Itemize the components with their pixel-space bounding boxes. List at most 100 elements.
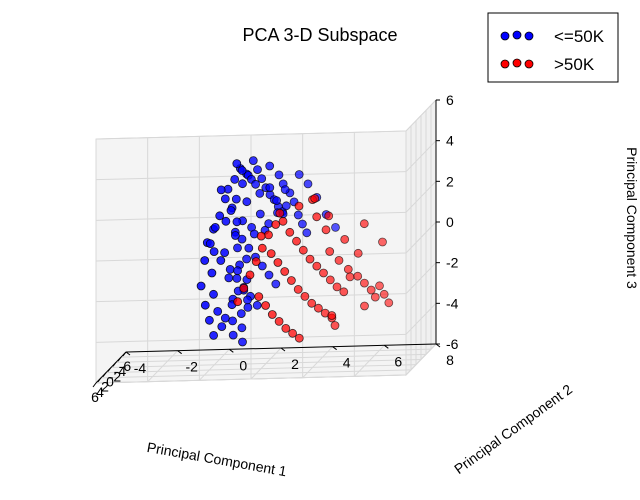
scatter-point-high-income — [319, 268, 328, 278]
gridline-y-floor — [250, 347, 282, 380]
scatter-point-high-income — [271, 220, 281, 229]
scatter-point-high-income — [330, 321, 340, 330]
scatter-point-high-income — [286, 276, 296, 285]
legend: <=50K >50K — [487, 12, 619, 83]
scatter-point-high-income — [353, 271, 363, 281]
scatter-point-high-income — [254, 292, 264, 302]
scatter-point-low-income — [253, 165, 262, 175]
gridline-z-side — [405, 99, 437, 132]
scatter-point-low-income — [257, 174, 267, 184]
y-axis-label: Principal Component 2 — [451, 381, 575, 477]
scatter-point-low-income — [236, 309, 246, 319]
z-tick-label: 2 — [446, 173, 454, 189]
scatter-point-low-income — [215, 211, 225, 221]
scatter-point-high-income — [375, 281, 384, 291]
scatter-point-low-income — [264, 270, 274, 280]
y-tick-label: 8 — [446, 352, 454, 368]
gridline-y-floor — [302, 346, 334, 379]
scatter-point-low-income — [207, 268, 217, 278]
scatter-point-low-income — [281, 201, 291, 211]
scatter-point-low-income — [196, 281, 206, 291]
scatter-point-low-income — [251, 179, 261, 189]
scatter-point-low-income — [209, 330, 219, 340]
scatter-point-low-income — [255, 188, 265, 198]
x-tick-mark — [117, 356, 122, 362]
scatter-point-low-income — [204, 315, 214, 325]
scatter-point-low-income — [217, 322, 227, 332]
scatter-point-high-income — [360, 301, 369, 311]
gridline-z-back — [95, 374, 407, 384]
scatter-point-low-income — [252, 300, 262, 310]
scatter-point-high-income — [378, 237, 387, 247]
scatter-point-low-income — [205, 239, 215, 249]
y-tick-label: 0 — [239, 357, 247, 373]
scatter-point-low-income — [272, 196, 282, 206]
scatter-point-low-income — [221, 216, 231, 226]
z-tick-label: 4 — [446, 133, 454, 149]
y-tick-label: -2 — [185, 359, 198, 375]
scatter-point-low-income — [255, 209, 265, 219]
scatter-point-high-income — [312, 212, 322, 222]
scatter-point-high-income — [256, 231, 266, 241]
scatter-point-low-income — [232, 217, 242, 227]
scatter-point-low-income — [248, 156, 258, 166]
scatter-point-high-income — [366, 285, 376, 295]
scatter-point-high-income — [257, 243, 267, 253]
scatter-point-high-income — [261, 301, 271, 310]
scatter-point-high-income — [233, 297, 243, 307]
gridline-z-back — [95, 333, 407, 343]
scatter-point-high-income — [325, 247, 335, 256]
scatter-point-low-income — [244, 243, 254, 253]
scatter-point-high-income — [321, 225, 331, 235]
scatter-point-high-income — [239, 283, 249, 293]
y-tick-mark — [177, 350, 182, 355]
gridline-z-side — [405, 140, 437, 173]
scatter-point-high-income — [370, 292, 380, 302]
scatter-point-high-income — [245, 270, 255, 280]
scatter-point-low-income — [220, 194, 230, 204]
scatter-point-high-income — [307, 298, 317, 308]
scatter-points — [196, 156, 394, 347]
gridline-z-side — [405, 180, 437, 213]
legend-marker-1 — [512, 58, 522, 68]
gridline-z-side — [405, 302, 437, 335]
scatter-point-low-income — [228, 330, 238, 340]
legend-marker-1 — [524, 59, 534, 69]
scatter-point-low-income — [242, 197, 252, 207]
x-tick-label: 0 — [106, 374, 114, 390]
scatter-point-low-income — [238, 337, 247, 347]
scatter-point-high-income — [334, 255, 344, 265]
scatter-point-high-income — [280, 267, 290, 276]
scatter-point-low-income — [216, 256, 226, 265]
scatter-point-high-income — [305, 254, 315, 264]
scatter-point-high-income — [313, 303, 323, 313]
y-tick-mark — [332, 346, 337, 351]
y-tick-label: 6 — [394, 353, 402, 369]
scatter-point-low-income — [225, 264, 235, 274]
scatter-point-high-income — [324, 211, 334, 221]
scatter-point-low-income — [331, 222, 340, 232]
scatter-point-high-income — [384, 298, 394, 308]
scatter-point-high-income — [379, 289, 389, 299]
scatter-point-high-income — [332, 282, 342, 292]
scatter-point-low-income — [280, 185, 290, 195]
scatter-point-high-income — [267, 310, 277, 319]
scatter-point-high-income — [281, 323, 291, 333]
scatter-point-low-income — [265, 161, 275, 171]
scatter-point-low-income — [237, 323, 247, 333]
scatter-point-low-income — [237, 234, 247, 244]
scatter-point-low-income — [200, 300, 210, 310]
x-tick-label: -6 — [119, 358, 132, 374]
scatter-point-high-income — [359, 278, 369, 288]
gridline-y-floor — [353, 344, 385, 377]
scatter-point-low-income — [271, 279, 281, 289]
scatter-point-high-income — [285, 227, 295, 237]
x-tick-label: 2 — [101, 379, 109, 395]
scatter-point-low-income — [230, 174, 240, 184]
scatter-point-low-income — [238, 179, 247, 189]
legend-label-1: >50K — [554, 55, 595, 74]
x-tick-mark — [102, 372, 107, 377]
z-tick-label: 0 — [446, 214, 454, 230]
legend-markers — [500, 30, 534, 69]
